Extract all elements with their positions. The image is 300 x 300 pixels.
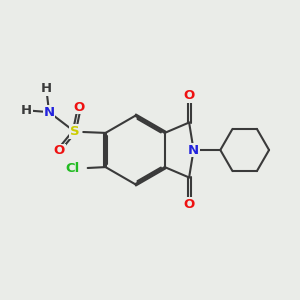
Text: O: O	[74, 100, 85, 114]
Text: S: S	[70, 125, 79, 138]
Text: Cl: Cl	[65, 162, 80, 175]
Text: H: H	[21, 104, 32, 117]
Text: N: N	[188, 143, 199, 157]
Text: O: O	[184, 89, 195, 102]
Text: O: O	[184, 198, 195, 211]
Text: O: O	[54, 144, 65, 157]
Text: N: N	[44, 106, 55, 118]
Text: H: H	[41, 82, 52, 95]
